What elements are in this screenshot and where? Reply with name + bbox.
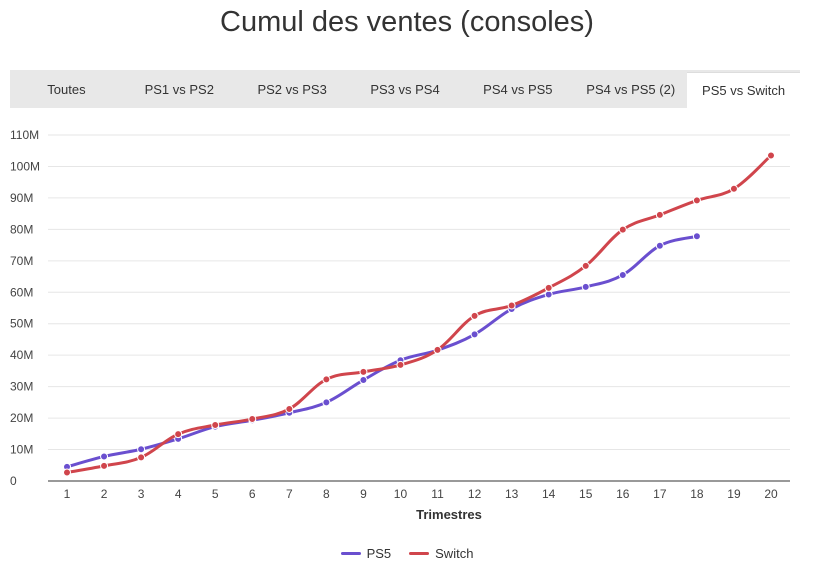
data-point-switch <box>470 311 479 320</box>
y-tick-label: 50M <box>10 317 33 331</box>
series-line-switch <box>66 154 773 474</box>
tab-ps1-vs-ps2[interactable]: PS1 vs PS2 <box>144 81 214 97</box>
tab-toutes[interactable]: Toutes <box>47 81 86 97</box>
tab-bar: Toutes PS1 vs PS2 PS2 vs PS3 PS3 vs PS4 … <box>10 70 801 108</box>
x-tick-label: 16 <box>616 487 630 501</box>
data-point-switch <box>544 283 553 292</box>
x-tick-label: 14 <box>542 487 556 501</box>
x-tick-label: 6 <box>249 487 256 501</box>
chart-legend: PS5 Switch <box>0 546 814 561</box>
y-tick-label: 30M <box>10 380 33 394</box>
x-tick-label: 8 <box>323 487 330 501</box>
x-tick-label: 2 <box>101 487 108 501</box>
y-tick-label: 70M <box>10 254 33 268</box>
x-tick-label: 3 <box>138 487 145 501</box>
data-point-ps5 <box>359 376 368 385</box>
x-tick-label: 12 <box>468 487 482 501</box>
data-point-ps5 <box>581 282 590 291</box>
data-point-switch <box>618 225 627 234</box>
data-point-ps5 <box>692 232 701 241</box>
x-tick-label: 5 <box>212 487 219 501</box>
x-axis-label: Trimestres <box>416 507 482 522</box>
x-tick-label: 17 <box>653 487 667 501</box>
data-point-switch <box>581 261 590 270</box>
y-tick-label: 80M <box>10 222 33 236</box>
y-tick-label: 0 <box>10 474 17 488</box>
tab-ps5-vs-switch[interactable]: PS5 vs Switch <box>687 72 801 108</box>
data-point-switch <box>285 404 294 413</box>
data-point-ps5 <box>322 398 331 407</box>
data-point-switch <box>322 375 331 384</box>
tab-ps4-vs-ps5[interactable]: PS4 vs PS5 <box>483 81 553 97</box>
data-point-switch <box>211 421 220 430</box>
x-tick-label: 19 <box>727 487 741 501</box>
data-point-switch <box>729 184 738 193</box>
tab-ps3-vs-ps4[interactable]: PS3 vs PS4 <box>370 81 440 97</box>
data-point-switch <box>692 196 701 205</box>
data-point-ps5 <box>100 452 109 461</box>
legend-item-switch[interactable]: Switch <box>409 546 473 561</box>
data-point-switch <box>507 301 516 310</box>
x-tick-label: 9 <box>360 487 367 501</box>
data-point-ps5 <box>655 241 664 250</box>
legend-label-switch: Switch <box>435 546 474 561</box>
y-tick-label: 10M <box>10 443 33 457</box>
data-point-switch <box>100 461 109 470</box>
legend-label-ps5: PS5 <box>366 546 392 561</box>
x-tick-label: 4 <box>175 487 182 501</box>
y-tick-label: 40M <box>10 348 33 362</box>
tab-ps4-vs-ps5-2[interactable]: PS4 vs PS5 (2) <box>586 81 676 97</box>
data-point-ps5 <box>618 270 627 279</box>
data-point-switch <box>396 360 405 369</box>
legend-swatch-switch <box>409 552 430 555</box>
x-tick-label: 11 <box>431 487 444 501</box>
y-tick-label: 110M <box>10 128 39 142</box>
y-tick-label: 100M <box>10 159 40 173</box>
data-point-switch <box>174 430 183 439</box>
y-tick-label: 90M <box>10 191 33 205</box>
x-tick-label: 7 <box>286 487 293 501</box>
data-point-switch <box>359 367 368 376</box>
x-tick-label: 20 <box>764 487 778 501</box>
tab-ps2-vs-ps3[interactable]: PS2 vs PS3 <box>257 81 327 97</box>
y-tick-label: 20M <box>10 411 33 425</box>
data-point-ps5 <box>470 330 479 339</box>
data-point-switch <box>767 151 775 160</box>
x-tick-label: 15 <box>579 487 593 501</box>
legend-item-ps5[interactable]: PS5 <box>340 546 392 561</box>
x-tick-label: 1 <box>64 487 71 501</box>
data-point-ps5 <box>137 445 146 454</box>
x-tick-label: 10 <box>394 487 408 501</box>
data-point-switch <box>63 468 71 477</box>
data-point-switch <box>137 453 146 462</box>
data-point-ps5 <box>544 290 553 299</box>
page-title: Cumul des ventes (consoles) <box>220 6 594 38</box>
x-tick-label: 13 <box>505 487 519 501</box>
y-tick-label: 60M <box>10 285 33 299</box>
series-line-ps5 <box>66 234 698 469</box>
data-point-switch <box>248 415 257 424</box>
legend-swatch-ps5 <box>340 552 361 555</box>
data-point-switch <box>433 345 442 354</box>
x-tick-label: 18 <box>690 487 704 501</box>
data-point-switch <box>655 210 664 219</box>
